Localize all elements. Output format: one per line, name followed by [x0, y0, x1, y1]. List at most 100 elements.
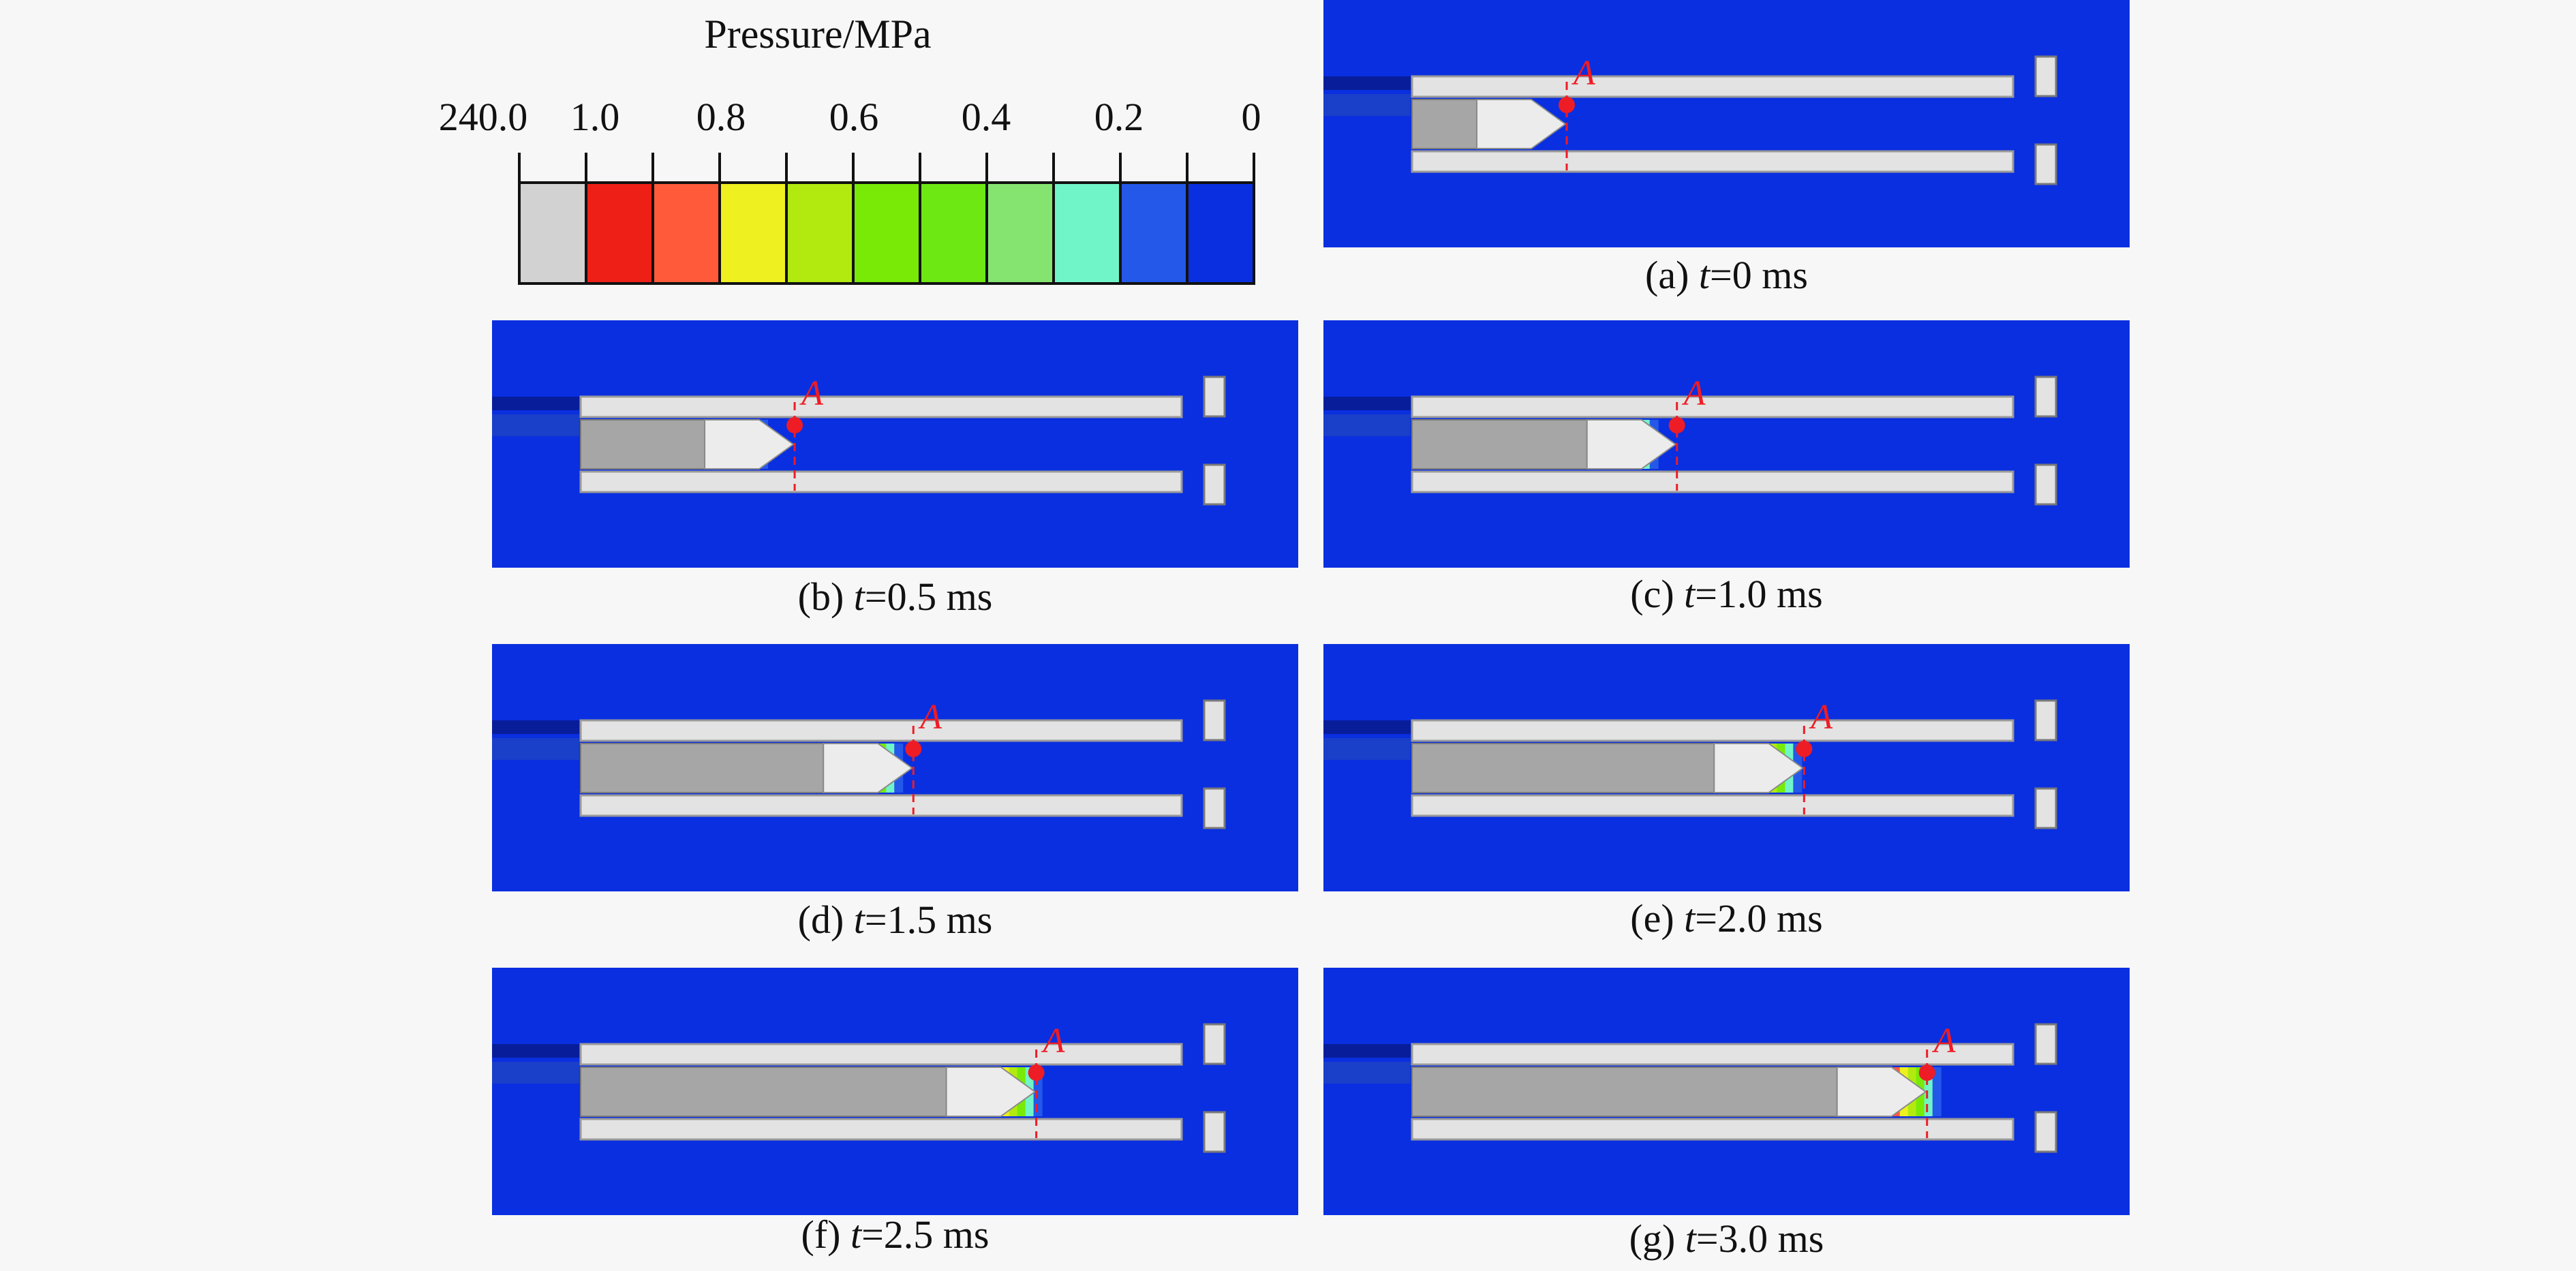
pressure-colorbar: [518, 153, 1255, 285]
legend-swatch-4: [786, 183, 853, 284]
caption-f-time-symbol: t: [850, 1212, 862, 1257]
barrel-upper-wall-c: [1411, 395, 2014, 418]
caption-a: (a) t=0 ms: [1323, 252, 2130, 298]
caption-e-time: =2.0 ms: [1695, 896, 1823, 940]
muzzle-plate-lower-e: [2034, 787, 2057, 829]
barrel-upper-wall-a: [1411, 75, 2014, 98]
inlet-flow-c: [1323, 414, 1411, 436]
legend-label-0-4: 0.4: [961, 95, 1011, 139]
point-a-marker-d: [905, 741, 922, 757]
muzzle-plate-lower-g: [2034, 1111, 2057, 1153]
panel-e: A: [1323, 644, 2130, 891]
legend-label-0-8: 0.8: [696, 95, 746, 139]
caption-g-prefix: (g): [1629, 1216, 1685, 1261]
caption-d-time: =1.5 ms: [864, 898, 993, 942]
caption-e-prefix: (e): [1630, 896, 1685, 940]
point-a-marker-g: [1918, 1065, 1935, 1081]
barrel-lower-wall-d: [579, 794, 1183, 817]
inlet-flow-a: [1323, 94, 1411, 116]
inlet-channel-c: [1323, 397, 1411, 410]
legend-swatch-5: [853, 183, 920, 284]
barrel-lower-wall-b: [579, 470, 1183, 493]
inlet-channel-e: [1323, 720, 1411, 734]
point-a-marker-c: [1668, 417, 1685, 433]
legend-swatch-9: [1120, 183, 1187, 284]
gas-region-g: [1411, 1067, 1838, 1117]
legend-swatch-2: [653, 183, 720, 284]
barrel-lower-wall-e: [1411, 794, 2014, 817]
point-a-marker-e: [1796, 741, 1813, 757]
legend-swatch-6: [920, 183, 987, 284]
point-a-label-e: A: [1809, 698, 1833, 737]
barrel-upper-wall-b: [579, 395, 1183, 418]
caption-c-time: =1.0 ms: [1695, 572, 1823, 616]
point-a-label-a: A: [1571, 54, 1595, 93]
pressure-band-g-5: [1932, 1067, 1942, 1116]
panel-c: A: [1323, 320, 2130, 568]
panel-d: A: [492, 644, 1298, 891]
muzzle-plate-lower-a: [2034, 143, 2057, 185]
gas-region-d: [580, 743, 825, 793]
caption-b-prefix: (b): [797, 575, 854, 619]
gas-region-f: [580, 1067, 947, 1117]
projectile-e: [1713, 743, 1805, 793]
inlet-flow-d: [492, 738, 579, 760]
muzzle-plate-upper-b: [1203, 376, 1226, 418]
point-a-label-g: A: [1932, 1022, 1956, 1060]
muzzle-plate-upper-g: [2034, 1023, 2057, 1065]
muzzle-plate-upper-e: [2034, 699, 2057, 741]
caption-a-time-symbol: t: [1698, 253, 1711, 297]
legend-swatch-3: [720, 183, 786, 284]
point-a-label-f: A: [1041, 1022, 1065, 1060]
caption-b-time: =0.5 ms: [864, 575, 993, 619]
legend-title: Pressure/MPa: [704, 12, 932, 57]
muzzle-plate-upper-d: [1203, 699, 1226, 741]
panel-b: A: [492, 320, 1298, 568]
caption-d: (d) t=1.5 ms: [492, 897, 1298, 943]
projectile-f: [945, 1067, 1037, 1117]
barrel-lower-wall-c: [1411, 470, 2014, 493]
panel-a: A: [1323, 0, 2130, 247]
barrel-upper-wall-d: [579, 719, 1183, 742]
legend-swatch-7: [987, 183, 1054, 284]
barrel-upper-wall-f: [579, 1043, 1183, 1066]
muzzle-plate-upper-c: [2034, 376, 2057, 418]
barrel-upper-wall-e: [1411, 719, 2014, 742]
caption-b: (b) t=0.5 ms: [492, 574, 1298, 619]
muzzle-plate-lower-d: [1203, 787, 1226, 829]
point-a-marker-b: [786, 417, 803, 433]
barrel-upper-wall-g: [1411, 1043, 2014, 1066]
caption-b-time-symbol: t: [853, 575, 865, 619]
inlet-channel-g: [1323, 1044, 1411, 1058]
legend-swatch-0: [519, 183, 586, 284]
barrel-lower-wall-f: [579, 1118, 1183, 1141]
projectile-c: [1586, 419, 1677, 470]
muzzle-plate-lower-c: [2034, 463, 2057, 506]
projectile-g: [1836, 1067, 1927, 1117]
caption-f-time: =2.5 ms: [861, 1212, 990, 1257]
muzzle-plate-upper-f: [1203, 1023, 1226, 1065]
point-a-label-c: A: [1682, 374, 1706, 413]
muzzle-plate-upper-a: [2034, 55, 2057, 97]
caption-e: (e) t=2.0 ms: [1323, 895, 2130, 941]
caption-g: (g) t=3.0 ms: [1323, 1216, 2130, 1261]
caption-f-prefix: (f): [801, 1212, 850, 1257]
barrel-lower-wall-g: [1411, 1118, 2014, 1141]
point-a-marker-a: [1559, 97, 1575, 113]
legend-swatch-10: [1187, 183, 1254, 284]
muzzle-plate-lower-f: [1203, 1111, 1226, 1153]
caption-c: (c) t=1.0 ms: [1323, 571, 2130, 617]
legend-label-0-6: 0.6: [829, 95, 879, 139]
gas-region-c: [1411, 419, 1588, 470]
caption-g-time: =3.0 ms: [1696, 1216, 1824, 1261]
projectile-b: [704, 419, 795, 470]
barrel-lower-wall-a: [1411, 150, 2014, 173]
inlet-flow-e: [1323, 738, 1411, 760]
inlet-flow-b: [492, 414, 579, 436]
legend-swatch-8: [1054, 183, 1120, 284]
legend-swatch-1: [586, 183, 653, 284]
caption-d-prefix: (d): [797, 898, 854, 942]
panel-f: A: [492, 968, 1298, 1215]
muzzle-plate-lower-b: [1203, 463, 1226, 506]
legend-label-240: 240.0: [438, 95, 528, 139]
